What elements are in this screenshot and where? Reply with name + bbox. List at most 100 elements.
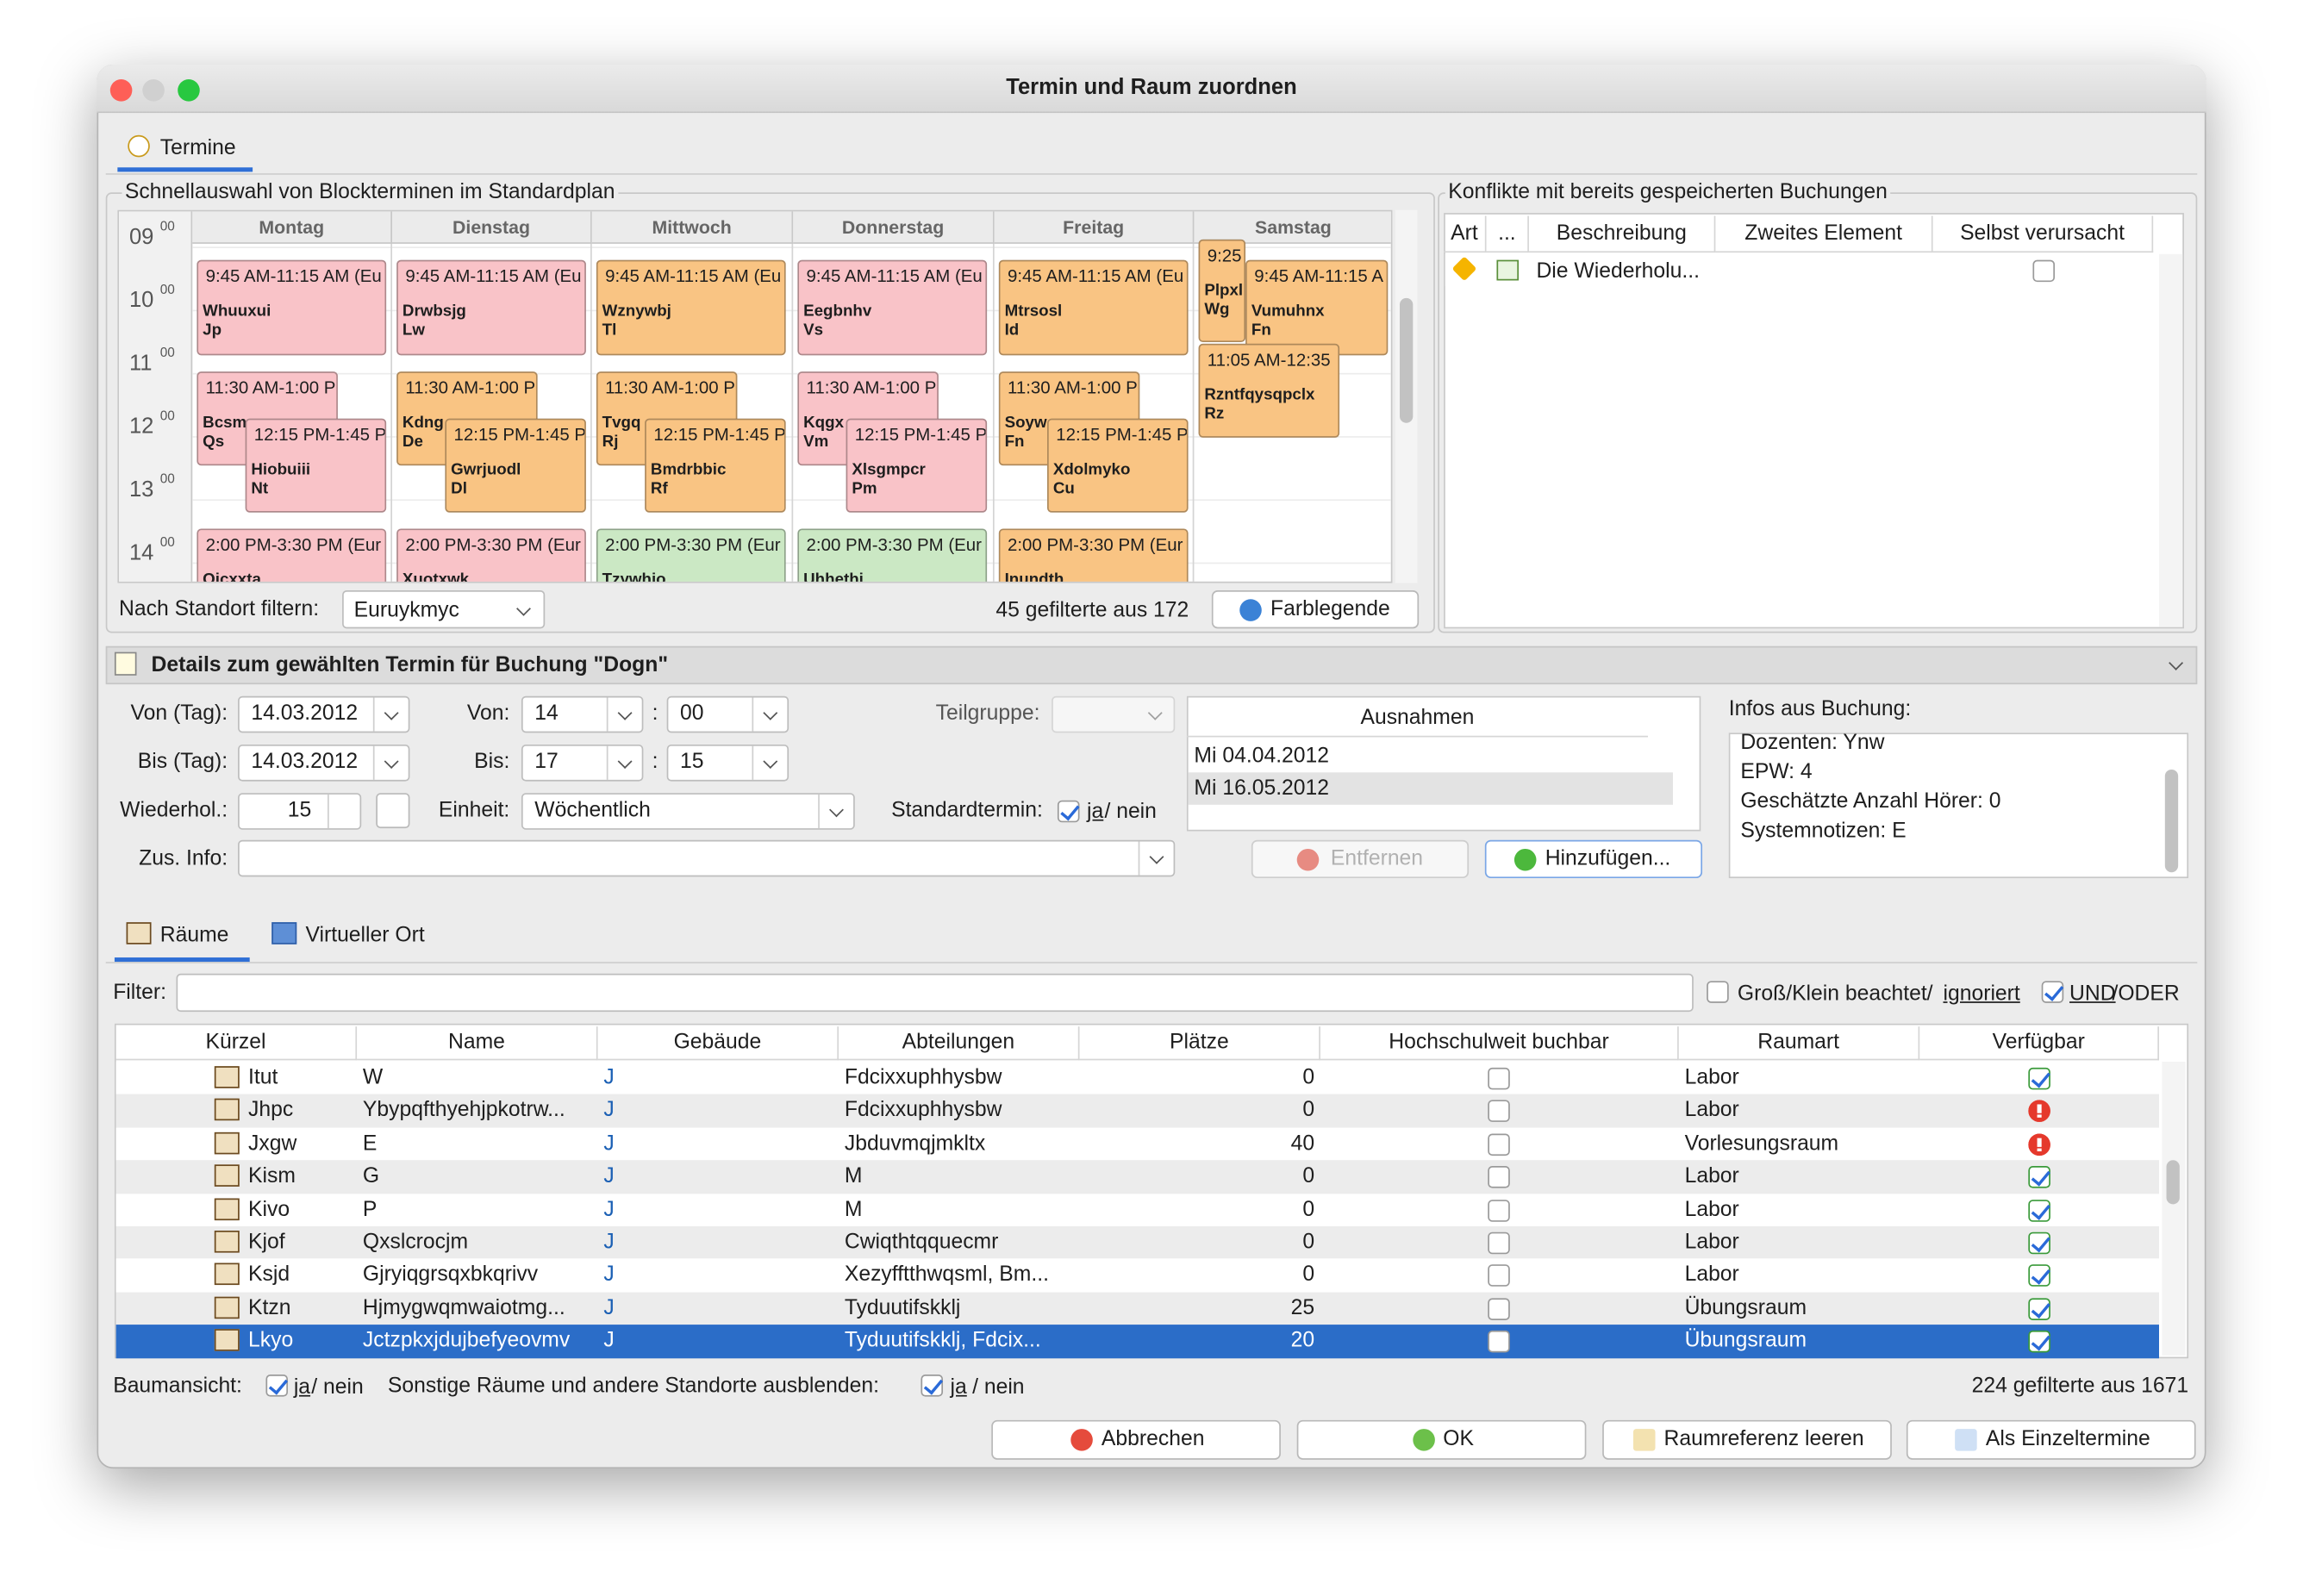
list-item[interactable]: Mi 16.05.2012	[1188, 772, 1673, 805]
table-row[interactable]	[115, 1292, 2159, 1325]
checkbox[interactable]	[1488, 1166, 1510, 1188]
cell: Qxslcrocjm	[362, 1231, 469, 1255]
cell: 0	[1302, 1197, 1315, 1222]
event[interactable]: 9:45 AM-11:15 AM (Eu Drwbsjg Lw	[396, 259, 586, 356]
minimize-button[interactable]	[142, 79, 165, 102]
table-row[interactable]	[115, 1127, 2159, 1161]
tab-label[interactable]: Virtueller Ort	[305, 923, 425, 948]
combobox[interactable]	[1052, 695, 1176, 733]
combobox[interactable]: 17	[521, 744, 644, 782]
label: / nein	[972, 1375, 1025, 1400]
checkbox[interactable]	[1057, 800, 1080, 823]
table-row[interactable]	[115, 1225, 2159, 1260]
button-icon	[1296, 848, 1320, 871]
checkbox[interactable]	[2032, 259, 2056, 283]
event-name: Tvgq	[602, 414, 641, 432]
button[interactable]: Hinzufügen...	[1484, 839, 1703, 879]
combobox[interactable]: 00	[666, 695, 790, 733]
event[interactable]: 2:00 PM-3:30 PM (Eur Oicxxta	[197, 528, 387, 582]
event[interactable]: 9:45 AM-11:15 AM (Eu Wznywbj Tl	[596, 259, 786, 356]
button[interactable]: Als Einzeltermine	[1906, 1419, 2196, 1460]
combobox[interactable]: Wöchentlich	[521, 793, 855, 830]
checkbox[interactable]	[1707, 981, 1729, 1003]
event[interactable]: 9:45 AM-11:15 AM (Eu Whuuxui Jp	[197, 259, 387, 356]
table-row[interactable]	[115, 1259, 2159, 1293]
event[interactable]: 12:15 PM-1:45 P Xlsgmpcr Pm	[846, 418, 988, 513]
combobox[interactable]: 14	[521, 695, 644, 733]
combobox[interactable]: 14.03.2012	[238, 744, 410, 782]
event-code: Pm	[852, 480, 877, 498]
checkbox[interactable]	[1488, 1298, 1510, 1320]
checkbox[interactable]	[1488, 1264, 1510, 1287]
table-row[interactable]	[115, 1193, 2159, 1226]
link[interactable]: UND	[2069, 982, 2116, 1007]
room-icon	[214, 1164, 240, 1188]
calendar-button[interactable]	[376, 793, 410, 829]
table-row[interactable]	[115, 1094, 2159, 1128]
monitor-icon	[271, 922, 297, 945]
checkbox[interactable]	[1488, 1331, 1510, 1353]
combobox[interactable]: 15	[666, 744, 790, 782]
table-row[interactable]	[115, 1325, 2159, 1358]
tab-icon	[128, 134, 150, 158]
cell: 0	[1302, 1164, 1315, 1188]
event[interactable]: 2:00 PM-3:30 PM (Eur Inundth	[998, 528, 1189, 582]
event[interactable]: 11:05 AM-12:35 Rzntfqysqpclx Rz	[1198, 343, 1340, 438]
checkbox[interactable]	[1488, 1133, 1510, 1156]
checkbox[interactable]	[1488, 1199, 1510, 1222]
list-item[interactable]: Mi 04.04.2012	[1194, 744, 1330, 769]
hour-label: 13	[128, 477, 154, 502]
event[interactable]: 12:15 PM-1:45 P Hiobuiii Nt	[245, 418, 387, 513]
event[interactable]: 9:45 AM-11:15 AM (Eu Mtrsosl Id	[998, 259, 1189, 356]
event[interactable]: 12:15 PM-1:45 P Xdolmyko Cu	[1047, 418, 1189, 513]
cell: G	[362, 1164, 380, 1188]
text-field[interactable]	[176, 973, 1694, 1013]
checkbox[interactable]	[1488, 1067, 1510, 1090]
table-row[interactable]	[115, 1062, 2159, 1095]
spinner[interactable]: 15	[238, 793, 362, 830]
zoom-button[interactable]	[178, 79, 200, 102]
combobox[interactable]: 14.03.2012	[238, 695, 410, 733]
event[interactable]: 2:00 PM-3:30 PM (Eur Tzywhio	[596, 528, 786, 582]
combobox-value: 14	[534, 701, 559, 726]
event-name: Soyw	[1004, 414, 1047, 432]
button[interactable]: OK	[1296, 1419, 1587, 1460]
event[interactable]: 2:00 PM-3:30 PM (Eur Xuotxwk	[396, 528, 586, 582]
event[interactable]: 12:15 PM-1:45 P Gwrjuodl Dl	[445, 418, 586, 513]
checkbox[interactable]	[921, 1375, 944, 1397]
checkbox[interactable]	[265, 1375, 288, 1397]
link[interactable]: ignoriert	[1943, 982, 2020, 1007]
combobox[interactable]	[238, 839, 1176, 877]
checkbox[interactable]	[1488, 1100, 1510, 1123]
collapse-icon[interactable]	[2167, 655, 2188, 676]
event[interactable]: 2:00 PM-3:30 PM (Eur Uhhethi	[797, 528, 988, 582]
close-button[interactable]	[109, 79, 133, 102]
grid-line	[192, 499, 1391, 502]
table-row[interactable]	[115, 1160, 2159, 1194]
checkbox[interactable]	[2041, 981, 2064, 1003]
button[interactable]: Farblegende	[1211, 590, 1420, 629]
tab[interactable]	[117, 128, 253, 172]
link[interactable]: ja	[293, 1375, 311, 1400]
combobox-value: 15	[679, 750, 704, 775]
label: Teilgruppe:	[935, 701, 1040, 726]
event-code: De	[402, 433, 423, 452]
checkbox[interactable]	[1488, 1231, 1510, 1255]
link[interactable]: ja	[950, 1375, 967, 1400]
tab-label[interactable]: Räume	[159, 923, 229, 948]
combobox[interactable]: Euruykmyc	[342, 590, 546, 629]
button[interactable]: Abbrechen	[991, 1419, 1281, 1460]
grid-line	[192, 562, 1391, 564]
link[interactable]: ja	[1087, 800, 1104, 824]
event[interactable]: 9:45 AM-11:15 A Vumuhnx Fn	[1245, 259, 1389, 356]
event[interactable]: 12:15 PM-1:45 P Bmdrbbic Rf	[645, 418, 786, 513]
button[interactable]: Raumreferenz leeren	[1602, 1419, 1892, 1460]
column-header: Ausnahmen	[1186, 699, 1648, 738]
button-label: Entfernen	[1330, 847, 1424, 871]
event-name: Hiobuiii	[251, 461, 311, 479]
dropdown-button	[606, 697, 644, 732]
event[interactable]: 9:45 AM-11:15 AM (Eu Eegbnhv Vs	[797, 259, 988, 356]
button[interactable]: Entfernen	[1251, 839, 1470, 879]
event-code: Vs	[803, 321, 824, 340]
